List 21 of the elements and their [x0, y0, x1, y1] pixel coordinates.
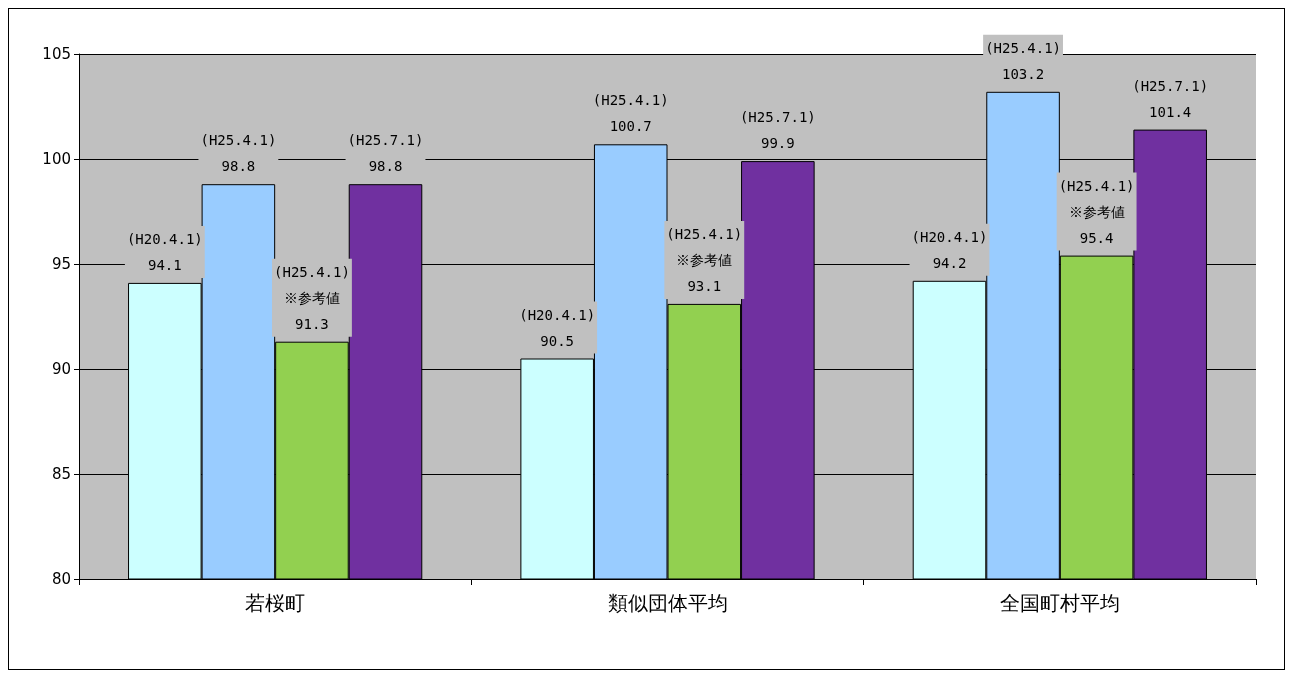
data-label: (H25.4.1) ※参考値 91.3: [274, 263, 350, 332]
y-tick-label: 85: [51, 465, 71, 483]
data-label: (H25.4.1) 98.8: [200, 132, 277, 175]
data-label: (H25.7.1) 101.4: [1132, 77, 1209, 120]
data-label: (H25.4.1) 103.2: [985, 39, 1061, 82]
y-tick-label: 80: [51, 570, 71, 588]
y-tick-label: 105: [42, 45, 71, 63]
data-label: (H25.4.1) ※参考値 95.4: [1058, 177, 1135, 246]
y-tick-label: 95: [51, 255, 71, 273]
x-tick-label: 若桜町: [245, 591, 306, 615]
data-label: (H25.7.1) 98.8: [347, 132, 424, 175]
data-label: (H20.4.1) 94.1: [126, 230, 203, 273]
data-label: (H25.4.1) 100.7: [592, 92, 669, 135]
data-label: (H20.4.1) 90.5: [519, 306, 596, 349]
data-label: (H25.7.1) 99.9: [739, 109, 816, 152]
y-tick-label: 90: [51, 360, 71, 378]
data-label: (H20.4.1) 94.2: [911, 228, 988, 271]
x-tick-label: 類似団体平均: [607, 591, 728, 615]
y-tick-label: 100: [42, 150, 71, 168]
data-label: (H25.4.1) ※参考値 93.1: [666, 225, 743, 294]
x-tick-label: 全国町村平均: [999, 591, 1120, 615]
